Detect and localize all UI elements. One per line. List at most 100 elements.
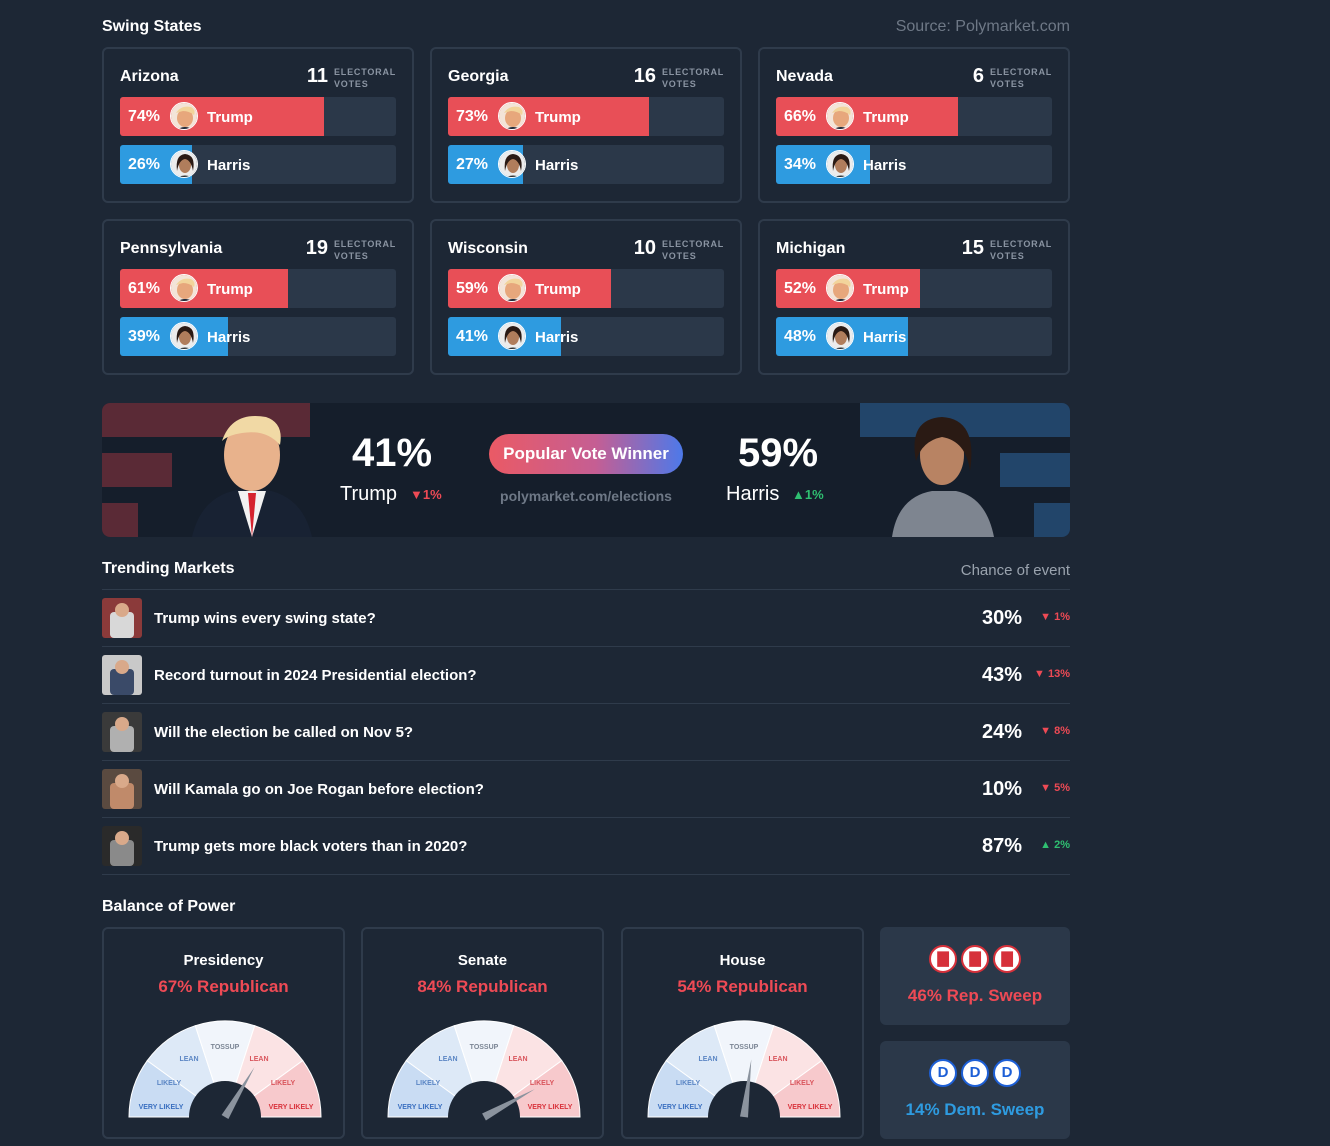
rep-sweep-label: 46% Rep. Sweep [907, 986, 1043, 1005]
harris-bar[interactable]: 34% Harris [776, 145, 1052, 184]
state-card-arizona[interactable]: Arizona 11 ELECTORAL VOTES 74% Trump 26% Harri… [102, 47, 414, 203]
state-card-wisconsin[interactable]: Wisconsin 10 ELECTORAL VOTES 59% Trump 41% Har… [430, 219, 742, 375]
state-card-michigan[interactable]: Michigan 15 ELECTORAL VOTES 52% Trump 48% Harr… [758, 219, 1070, 375]
popular-vote-banner[interactable]: 41% Trump ▼1% Popular Vote Winner polyma… [102, 403, 1070, 537]
harris-bar[interactable]: 27% Harris [448, 145, 724, 184]
dem-sweep-label: 14% Dem. Sweep [905, 1100, 1045, 1119]
market-question[interactable]: Will the election be called on Nov 5? [154, 724, 414, 741]
elephant-icon: ▇ [993, 945, 1021, 973]
state-name: Arizona [120, 68, 179, 85]
electoral-votes-label: ELECTORAL VOTES [662, 67, 724, 89]
electoral-votes-label: ELECTORAL VOTES [990, 67, 1052, 89]
market-thumbnail [102, 655, 142, 695]
gauge-needle [482, 1089, 535, 1121]
svg-text:VERY LIKELY: VERY LIKELY [528, 1104, 573, 1111]
harris-pct: 27% [456, 156, 489, 173]
gauge-needle [221, 1067, 255, 1119]
market-question[interactable]: Trump gets more black voters than in 202… [154, 838, 468, 855]
down-arrow-icon: ▼ [1040, 611, 1052, 623]
market-question[interactable]: Record turnout in 2024 Presidential elec… [154, 667, 477, 684]
gauge-graphic: TOSSUP LEAN LEAN LIKELY LIKELY VERY LIKELY VER… [387, 1020, 581, 1146]
electoral-votes-count: 16 [633, 65, 656, 87]
electoral-votes-count: 19 [305, 237, 328, 259]
harris-bar[interactable]: 39% Harris [120, 317, 396, 356]
market-row[interactable]: Will the election be called on Nov 5? 24%… [102, 703, 1070, 760]
svg-text:LEAN: LEAN [698, 1056, 717, 1063]
trump-bar[interactable]: 74% Trump [120, 97, 396, 136]
harris-name: Harris [207, 157, 251, 174]
market-question[interactable]: Will Kamala go on Joe Rogan before elect… [154, 781, 484, 798]
svg-text:LIKELY: LIKELY [530, 1080, 555, 1087]
popular-vote-url[interactable]: polymarket.com/elections [500, 488, 672, 504]
svg-text:LIKELY: LIKELY [416, 1080, 441, 1087]
svg-text:LIKELY: LIKELY [790, 1080, 815, 1087]
rep-sweep-icons: ▇ ▇ ▇ [880, 945, 1070, 973]
state-card-pennsylvania[interactable]: Pennsylvania 19 ELECTORAL VOTES 61% Trump 39%… [102, 219, 414, 375]
market-row[interactable]: Will Kamala go on Joe Rogan before elect… [102, 760, 1070, 817]
trump-bar[interactable]: 61% Trump [120, 269, 396, 308]
harris-bar[interactable]: 48% Harris [776, 317, 1052, 356]
market-chance: 24% [981, 721, 1022, 743]
svg-text:LEAN: LEAN [249, 1056, 268, 1063]
balance-card-subtitle: 54% Republican [677, 977, 808, 996]
balance-card-title: House [719, 952, 766, 969]
down-arrow-icon: ▼ [1034, 668, 1045, 680]
market-row[interactable]: Trump wins every swing state? 30% ▼ 1% [102, 589, 1070, 646]
svg-text:LIKELY: LIKELY [271, 1080, 296, 1087]
balance-gauge: TOSSUP LEAN LEAN LIKELY LIKELY VERY LIKELY VER… [386, 1015, 582, 1146]
harris-bar[interactable]: 26% Harris [120, 145, 396, 184]
trump-name: Trump [535, 109, 581, 126]
balance-card-house[interactable]: House 54% Republican TOSSUP LEAN LEAN LIKELY L… [621, 927, 864, 1146]
trump-bar[interactable]: 73% Trump [448, 97, 724, 136]
svg-text:LEAN: LEAN [179, 1056, 198, 1063]
svg-text:VERY LIKELY: VERY LIKELY [139, 1104, 184, 1111]
harris-name: Harris [535, 329, 579, 346]
trump-bar[interactable]: 59% Trump [448, 269, 724, 308]
market-chance: 30% [981, 607, 1022, 629]
balance-card-presidency[interactable]: Presidency 67% Republican TOSSUP LEAN LEAN LI… [102, 927, 345, 1146]
trending-title: Trending Markets [102, 560, 235, 577]
rep-sweep-card[interactable]: ▇ ▇ ▇ 46% Rep. Sweep [880, 927, 1070, 1025]
harris-bar[interactable]: 41% Harris [448, 317, 724, 356]
svg-text:VERY LIKELY: VERY LIKELY [269, 1104, 314, 1111]
trump-bar-fill [448, 269, 611, 308]
trending-bottom-divider [102, 874, 1070, 875]
market-thumbnail [102, 598, 142, 638]
trump-pct: 52% [784, 280, 817, 297]
market-change: ▼ 1% [1040, 611, 1070, 623]
harris-avatar [498, 150, 526, 178]
market-row[interactable]: Trump gets more black voters than in 202… [102, 817, 1070, 874]
state-card-nevada[interactable]: Nevada 6 ELECTORAL VOTES 66% Trump 34% Harris [758, 47, 1070, 203]
down-arrow-icon: ▼ [1040, 725, 1052, 737]
electoral-votes-label: ELECTORAL VOTES [334, 239, 396, 261]
harris-name: Harris [535, 157, 579, 174]
electoral-votes-count: 6 [972, 65, 984, 87]
state-card-georgia[interactable]: Georgia 16 ELECTORAL VOTES 73% Trump 27% Harri… [430, 47, 742, 203]
market-row[interactable]: Record turnout in 2024 Presidential elec… [102, 646, 1070, 703]
trump-avatar [170, 102, 198, 130]
electoral-votes-count: 11 [306, 65, 328, 87]
state-name: Georgia [448, 68, 509, 85]
trump-avatar [826, 102, 854, 130]
trump-avatar [498, 274, 526, 302]
up-arrow-icon: ▲ [1040, 839, 1052, 851]
trump-bar[interactable]: 66% Trump [776, 97, 1052, 136]
svg-text:TOSSUP: TOSSUP [211, 1044, 240, 1051]
trump-pct: 59% [456, 280, 489, 297]
market-question[interactable]: Trump wins every swing state? [154, 610, 376, 627]
electoral-votes-label: ELECTORAL VOTES [990, 239, 1052, 261]
trump-popular-pct: 41% [352, 431, 433, 475]
trump-pct: 73% [456, 108, 489, 125]
svg-text:VERY LIKELY: VERY LIKELY [398, 1104, 443, 1111]
harris-pct: 48% [784, 328, 817, 345]
popular-vote-winner-pill[interactable]: Popular Vote Winner [489, 434, 683, 474]
market-change-value: 13% [1047, 668, 1070, 680]
harris-avatar [170, 322, 198, 350]
balance-card-subtitle: 84% Republican [417, 977, 548, 996]
trump-bar[interactable]: 52% Trump [776, 269, 1052, 308]
market-change: ▼ 8% [1040, 725, 1070, 737]
balance-card-senate[interactable]: Senate 84% Republican TOSSUP LEAN LEAN LIKELY… [361, 927, 604, 1146]
market-chance: 43% [981, 664, 1022, 686]
